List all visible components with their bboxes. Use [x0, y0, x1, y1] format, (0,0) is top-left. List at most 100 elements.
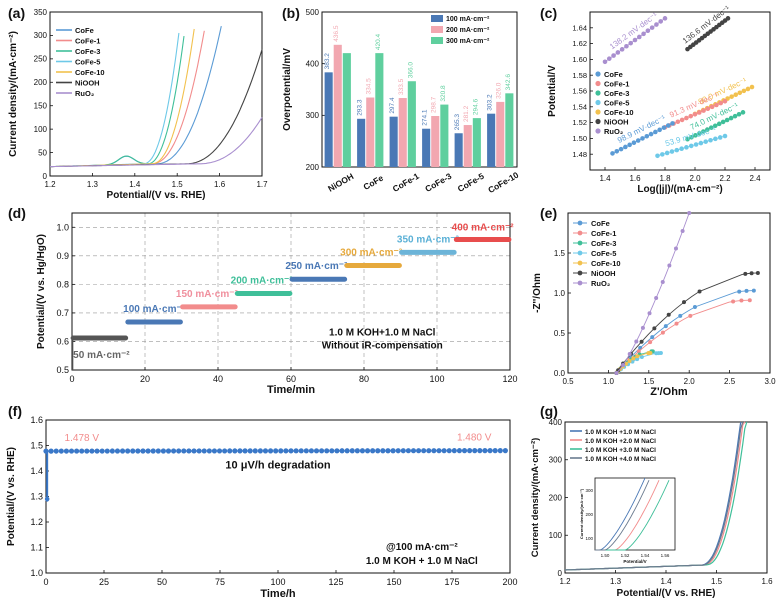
panel-c-chart: 1.4 1.6 1.8 2.0 2.2 2.4 1.48 1.50 1.52 1.54 1.56 1.… — [547, 4, 771, 195]
inset-series-line — [595, 480, 650, 551]
data-point — [682, 300, 687, 305]
x-tick-label: 60 — [286, 374, 296, 384]
legend-swatch — [431, 15, 443, 22]
data-point — [743, 271, 748, 276]
fit-line — [657, 135, 726, 157]
y-tick-label: 0.0 — [554, 369, 566, 378]
data-point — [451, 448, 457, 454]
y-tick-label: 300 — [306, 111, 320, 120]
data-point — [502, 448, 508, 454]
data-point — [68, 448, 75, 454]
data-point — [196, 448, 202, 454]
x-tick-label: 40 — [213, 374, 223, 384]
inset-tick-label: 1.52 — [621, 553, 630, 558]
data-label: 334.5 — [366, 78, 373, 95]
data-point — [232, 448, 238, 454]
data-point — [370, 448, 376, 454]
data-point — [44, 496, 50, 502]
data-point — [99, 448, 105, 454]
y-tick-label: 1.0 — [30, 568, 43, 578]
inset-tick-label: 1.54 — [641, 553, 650, 558]
x-tick-label: 0 — [69, 374, 74, 384]
data-point — [155, 448, 161, 454]
bar — [366, 97, 375, 167]
y-tick-label: 1.6 — [30, 415, 43, 425]
fit-line — [604, 17, 666, 63]
data-point — [145, 448, 151, 454]
series-line — [50, 117, 263, 168]
legend-label: NiOOH — [591, 269, 616, 278]
legend-label: RuO₂ — [604, 127, 623, 136]
legend-label: 1.0 M KOH +2.0 M NaCl — [585, 438, 656, 445]
data-point — [206, 448, 212, 454]
category-label: CoFe-10 — [486, 170, 520, 196]
bar — [333, 44, 342, 167]
x-axis-title: Potential/(V vs. RHE) — [617, 588, 716, 599]
inset-tick-label: 1.56 — [661, 553, 670, 558]
data-point — [640, 325, 645, 330]
data-point — [639, 354, 644, 359]
y-tick-label: 250 — [34, 55, 48, 64]
data-label: 326.0 — [496, 82, 503, 99]
data-point — [354, 448, 360, 454]
data-point — [104, 448, 110, 454]
y-tick-label: 150 — [34, 102, 48, 111]
category-label: CoFe-3 — [423, 171, 453, 194]
y-axis-title: Potential/(V vs. Hg/HgO) — [36, 234, 47, 349]
data-point — [89, 448, 95, 454]
y-tick-label: 1.5 — [30, 441, 43, 451]
data-point — [247, 448, 253, 454]
legend-label: CoFe-3 — [75, 47, 100, 56]
data-point — [84, 448, 90, 454]
fit-line — [687, 18, 729, 50]
legend-label: CoFe-10 — [591, 259, 621, 268]
data-point — [635, 357, 640, 362]
data-point — [53, 448, 59, 454]
data-point — [737, 289, 742, 294]
series-line — [616, 299, 750, 374]
panel-f-chart: 0 25 50 75 100 125 150 175 200 1.0 1.1 1.2 1.3 1.4 1.5… — [6, 415, 518, 600]
panel-label: (e) — [540, 205, 557, 221]
data-point — [749, 271, 754, 276]
data-point — [308, 448, 315, 454]
legend-label: CoFe-5 — [591, 249, 616, 258]
x-tick-label: 2.4 — [749, 174, 761, 183]
data-point — [687, 211, 692, 215]
category-label: CoFe-1 — [391, 171, 421, 194]
data-point — [216, 448, 223, 454]
data-point — [74, 448, 80, 454]
data-point — [673, 246, 678, 251]
panel-label: (c) — [540, 5, 557, 21]
x-tick-label: 150 — [386, 577, 401, 587]
data-point — [211, 448, 218, 454]
data-point — [635, 354, 640, 359]
category-label: CoFe-5 — [456, 171, 486, 194]
fit-line — [612, 123, 673, 154]
legend-marker — [577, 220, 583, 226]
legend-label: 1.0 M KOH +1.0 M NaCl — [585, 429, 656, 436]
category-label: NiOOH — [326, 171, 355, 194]
legend-marker — [595, 118, 601, 125]
x-axis-title: Potential/(V vs. RHE) — [107, 190, 206, 201]
data-point — [288, 448, 294, 454]
data-point — [426, 448, 432, 454]
data-point — [359, 448, 366, 454]
inset-tick-label: 1.50 — [601, 553, 610, 558]
slope-annotation: 138.2 mV·dec⁻¹ — [608, 11, 659, 52]
x-axis-title: Time/h — [260, 588, 296, 600]
data-point — [257, 448, 263, 454]
data-point — [171, 448, 177, 454]
x-tick-label: 75 — [215, 577, 225, 587]
data-point — [329, 448, 335, 454]
legend-label: 1.0 M KOH +4.0 M NaCl — [585, 456, 656, 463]
data-point — [456, 448, 463, 454]
data-point — [472, 448, 478, 454]
legend-marker — [595, 128, 601, 134]
legend-label: 300 mA·cm⁻² — [446, 38, 490, 45]
bar — [342, 53, 351, 168]
y-axis-title: Overpotential/mV — [282, 48, 293, 131]
legend-label: CoFe-10 — [604, 108, 634, 117]
data-point — [467, 448, 473, 454]
legend-label: CoFe-1 — [75, 37, 100, 46]
legend-label: RuO₂ — [591, 279, 610, 288]
